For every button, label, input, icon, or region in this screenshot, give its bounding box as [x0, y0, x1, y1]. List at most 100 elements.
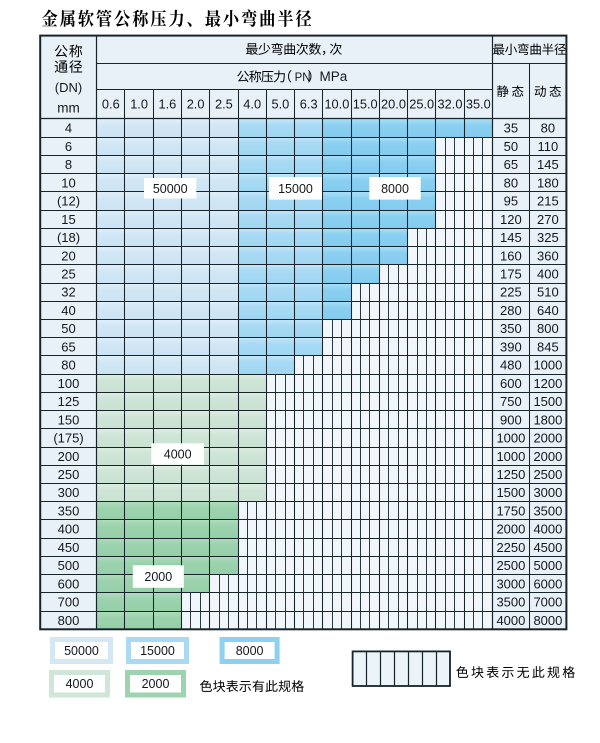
svg-text:80: 80	[61, 358, 75, 373]
svg-text:(DN): (DN)	[55, 80, 82, 95]
svg-text:1.6: 1.6	[159, 97, 177, 112]
svg-text:1250: 1250	[496, 467, 525, 482]
svg-text:50000: 50000	[153, 182, 188, 196]
svg-text:4000: 4000	[496, 613, 525, 628]
svg-text:1500: 1500	[533, 394, 562, 409]
svg-text:65: 65	[61, 339, 75, 354]
svg-text:1200: 1200	[533, 376, 562, 391]
svg-text:4000: 4000	[66, 677, 94, 691]
svg-text:280: 280	[500, 303, 522, 318]
svg-text:mm: mm	[57, 101, 80, 116]
svg-text:360: 360	[537, 248, 559, 263]
svg-text:800: 800	[537, 321, 559, 336]
svg-text:PN: PN	[295, 72, 311, 84]
svg-text:4: 4	[65, 121, 72, 136]
svg-text:350: 350	[500, 321, 522, 336]
svg-text:8: 8	[65, 157, 72, 172]
svg-text:0.6: 0.6	[102, 97, 120, 112]
svg-text:25.0: 25.0	[409, 97, 434, 112]
svg-text:750: 750	[500, 394, 522, 409]
svg-text:20: 20	[61, 248, 75, 263]
svg-text:4000: 4000	[533, 522, 562, 537]
svg-text:2500: 2500	[496, 558, 525, 573]
svg-text:2000: 2000	[144, 570, 172, 584]
svg-text:32: 32	[61, 285, 75, 300]
svg-text:270: 270	[537, 212, 559, 227]
svg-text:250: 250	[58, 467, 80, 482]
svg-text:15.0: 15.0	[353, 97, 378, 112]
svg-text:(175): (175)	[53, 431, 83, 446]
svg-text:(12): (12)	[57, 194, 80, 209]
svg-text:2500: 2500	[533, 467, 562, 482]
svg-text:8000: 8000	[236, 644, 264, 658]
svg-text:10.0: 10.0	[324, 97, 349, 112]
svg-text:350: 350	[58, 503, 80, 518]
svg-text:6: 6	[65, 139, 72, 154]
svg-text:65: 65	[504, 157, 518, 172]
svg-text:325: 325	[537, 230, 559, 245]
svg-text:35.0: 35.0	[466, 97, 491, 112]
svg-text:80: 80	[504, 175, 518, 190]
svg-text:4500: 4500	[533, 540, 562, 555]
svg-text:145: 145	[500, 230, 522, 245]
svg-text:180: 180	[537, 175, 559, 190]
svg-text:25: 25	[61, 267, 75, 282]
svg-text:1.0: 1.0	[130, 97, 148, 112]
svg-text:400: 400	[537, 267, 559, 282]
svg-text:400: 400	[58, 522, 80, 537]
svg-text:1000: 1000	[533, 358, 562, 373]
svg-text:1800: 1800	[533, 412, 562, 427]
svg-text:50000: 50000	[64, 644, 99, 658]
svg-text:145: 145	[537, 157, 559, 172]
svg-text:2.0: 2.0	[187, 97, 205, 112]
svg-text:4.0: 4.0	[243, 97, 261, 112]
svg-text:160: 160	[500, 248, 522, 263]
svg-text:40: 40	[61, 303, 75, 318]
svg-text:1000: 1000	[496, 449, 525, 464]
svg-text:175: 175	[500, 267, 522, 282]
svg-text:640: 640	[537, 303, 559, 318]
svg-text:215: 215	[537, 194, 559, 209]
svg-text:845: 845	[537, 339, 559, 354]
svg-text:5.0: 5.0	[272, 97, 290, 112]
svg-text:2000: 2000	[533, 449, 562, 464]
svg-text:4000: 4000	[164, 448, 192, 462]
svg-text:8000: 8000	[381, 182, 409, 196]
svg-text:450: 450	[58, 540, 80, 555]
svg-text:700: 700	[58, 595, 80, 610]
svg-text:2000: 2000	[496, 522, 525, 537]
svg-text:1500: 1500	[496, 485, 525, 500]
svg-text:510: 510	[537, 285, 559, 300]
svg-text:6.3: 6.3	[300, 97, 318, 112]
svg-text:500: 500	[58, 558, 80, 573]
svg-text:5000: 5000	[533, 558, 562, 573]
svg-text:50: 50	[504, 139, 518, 154]
svg-text:6000: 6000	[533, 576, 562, 591]
svg-text:2000: 2000	[533, 431, 562, 446]
svg-text:900: 900	[500, 412, 522, 427]
svg-text:8000: 8000	[533, 613, 562, 628]
svg-text:600: 600	[58, 576, 80, 591]
svg-text:800: 800	[58, 613, 80, 628]
svg-text:20.0: 20.0	[381, 97, 406, 112]
svg-text:15000: 15000	[140, 644, 175, 658]
svg-text:150: 150	[58, 412, 80, 427]
svg-text:2250: 2250	[496, 540, 525, 555]
svg-text:15: 15	[61, 212, 75, 227]
svg-text:10: 10	[61, 175, 75, 190]
svg-text:7000: 7000	[533, 595, 562, 610]
svg-text:100: 100	[58, 376, 80, 391]
svg-text:3000: 3000	[533, 485, 562, 500]
svg-text:125: 125	[58, 394, 80, 409]
svg-text:3000: 3000	[496, 576, 525, 591]
svg-text:120: 120	[500, 212, 522, 227]
svg-text:3500: 3500	[533, 503, 562, 518]
svg-text:600: 600	[500, 376, 522, 391]
svg-text:390: 390	[500, 339, 522, 354]
svg-text:200: 200	[58, 449, 80, 464]
svg-text:50: 50	[61, 321, 75, 336]
svg-text:MPa: MPa	[320, 69, 348, 84]
svg-text:2.5: 2.5	[215, 97, 233, 112]
svg-text:1000: 1000	[496, 431, 525, 446]
svg-text:480: 480	[500, 358, 522, 373]
